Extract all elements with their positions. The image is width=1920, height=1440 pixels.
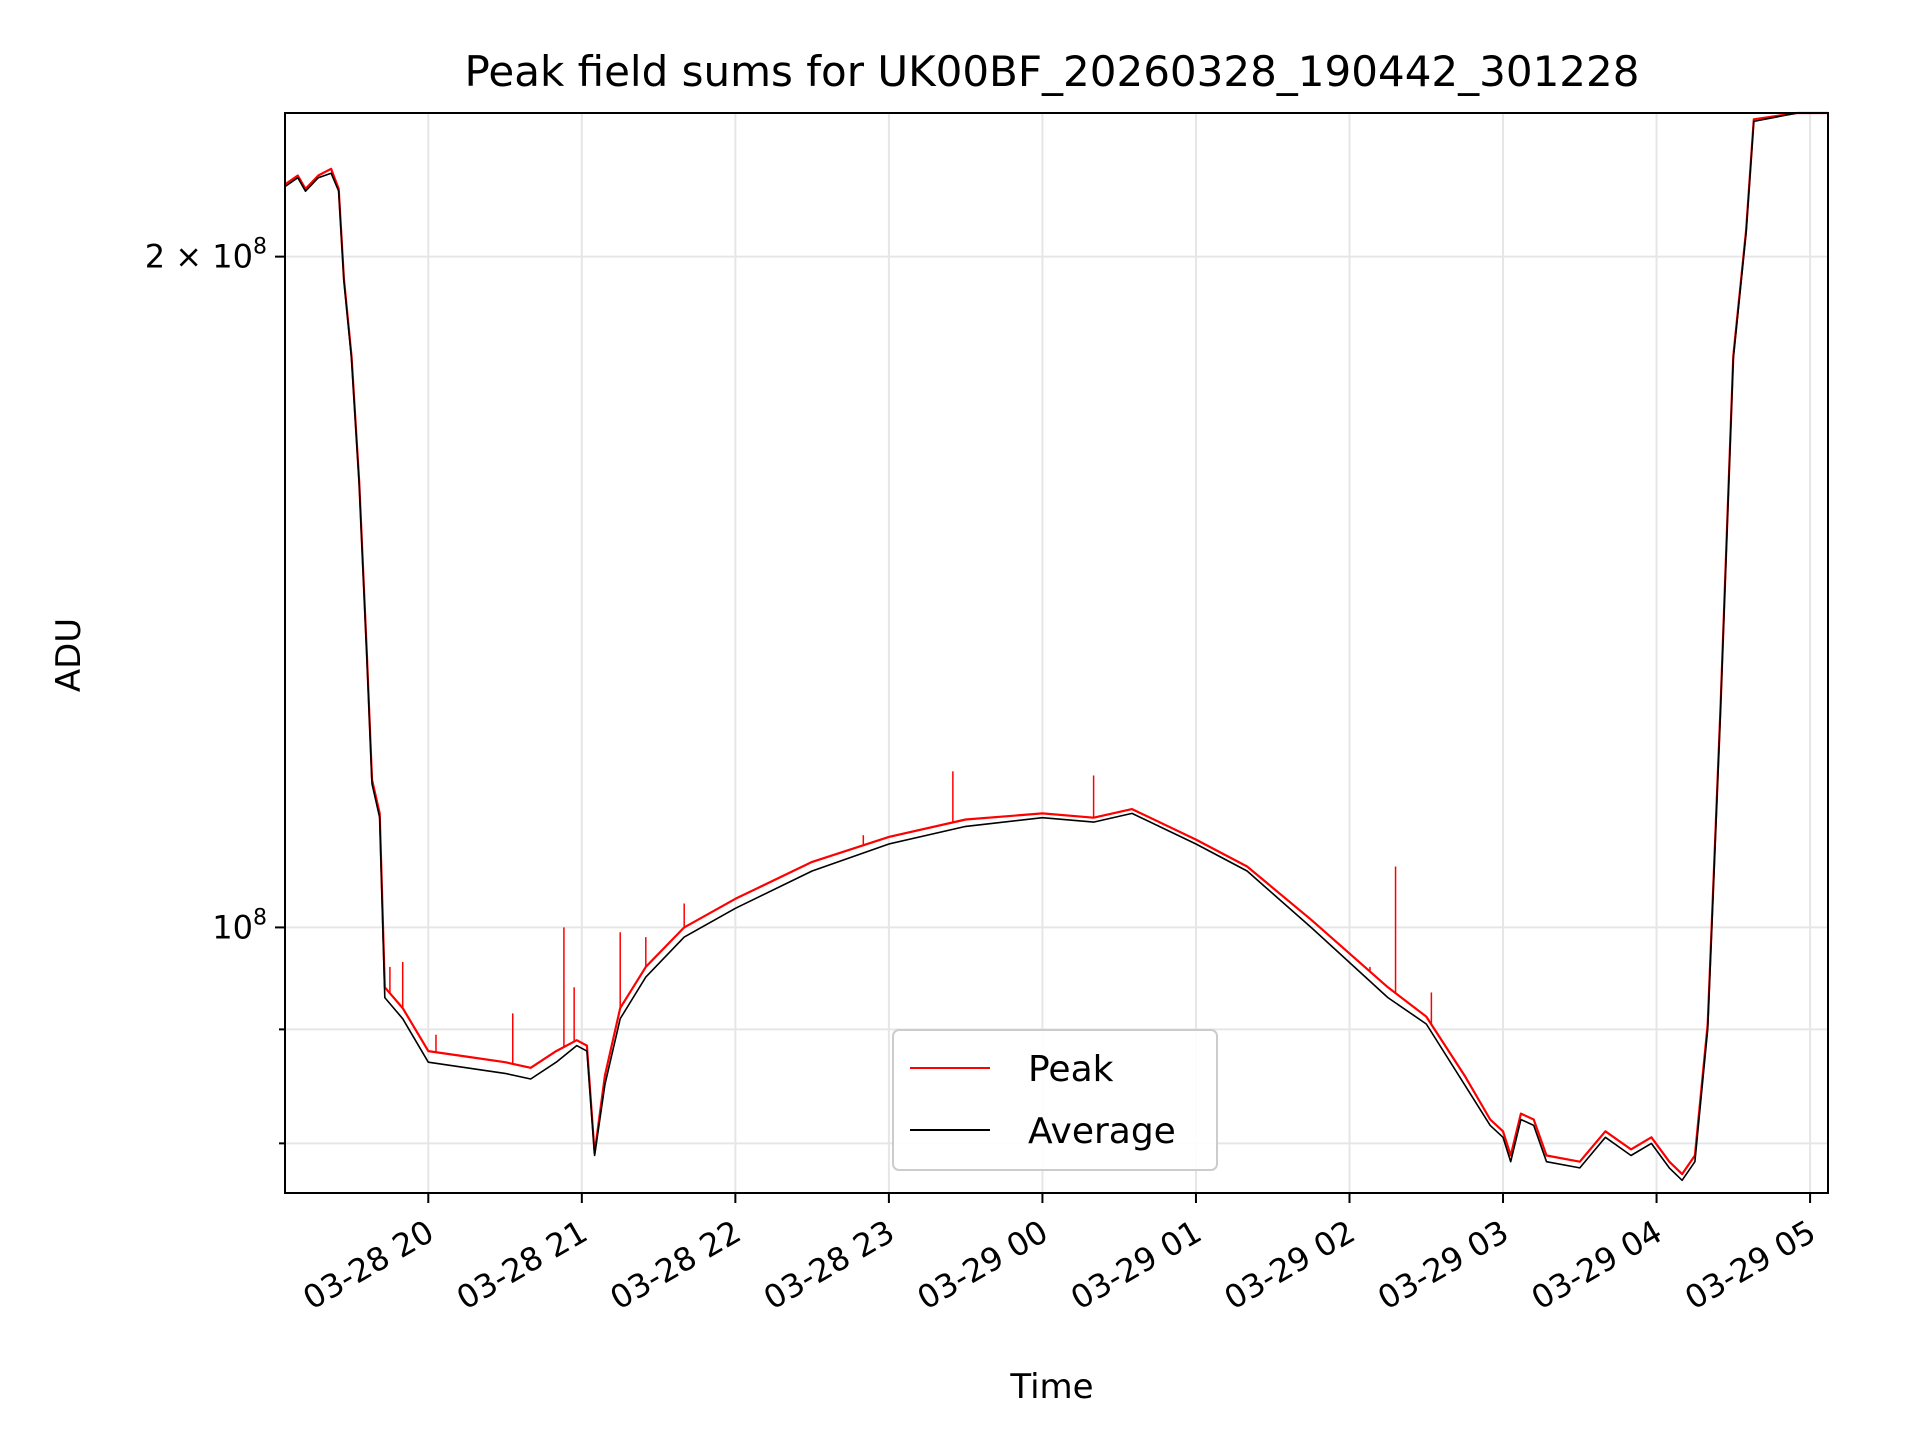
legend-average-label: Average — [1028, 1111, 1176, 1152]
y-tick-exponent: 8 — [253, 905, 267, 930]
y-tick-label: 2 × 108 — [145, 235, 267, 276]
legend: Peak Average — [892, 1029, 1218, 1171]
chart-title: Peak field sums for UK00BF_20260328_1904… — [465, 47, 1640, 96]
y-tick-label: 108 — [212, 905, 267, 946]
y-axis-label: ADU — [49, 618, 89, 692]
axes-frame — [284, 112, 1829, 1194]
legend-box — [892, 1029, 1218, 1171]
series-layer — [284, 111, 1828, 1182]
x-axis-label: Time — [1009, 1367, 1093, 1407]
y-tick-base: 2 × 10 — [145, 238, 253, 276]
series-line-average — [284, 112, 1828, 1182]
y-tick-exponent: 8 — [253, 235, 267, 260]
legend-peak-label: Peak — [1028, 1049, 1114, 1090]
y-tick-base: 10 — [212, 908, 253, 946]
